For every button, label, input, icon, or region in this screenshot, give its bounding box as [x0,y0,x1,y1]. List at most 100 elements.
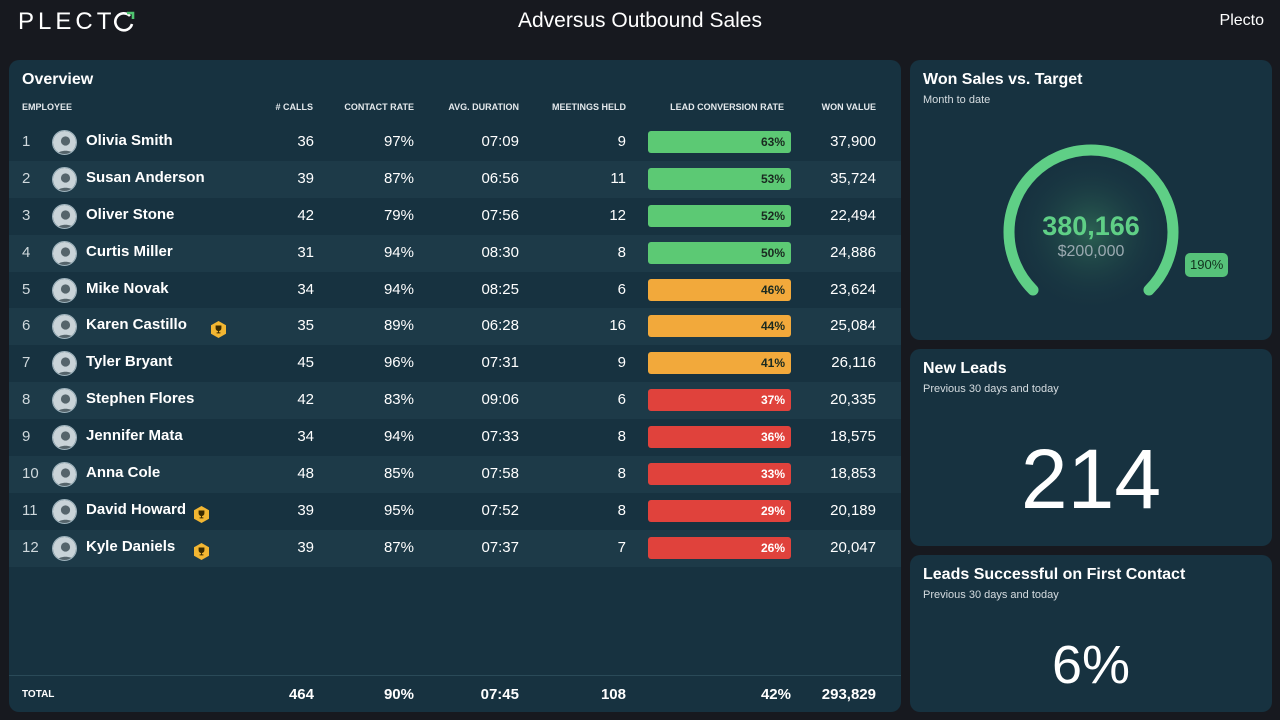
table-row[interactable]: 8 Stephen Flores 42 83% 09:06 6 37% 20,335 [9,382,901,420]
gauge-fill [1003,144,1179,296]
won-sales-value: 380,166 [1042,211,1140,241]
row-rank: 9 [22,428,31,446]
first-contact-panel: Leads Successful on First Contact Previo… [910,555,1272,712]
row-rank: 4 [22,243,31,261]
row-won-value: 26,116 [831,354,876,372]
row-avg-duration: 06:28 [481,317,519,335]
employee-name[interactable]: Curtis Miller [86,242,173,260]
total-avg-duration: 07:45 [480,686,519,703]
row-avg-duration: 07:52 [481,501,519,519]
plecto-logo[interactable]: PLECT [18,8,135,36]
trophy-icon [192,539,211,560]
row-meetings-held: 6 [617,280,626,298]
table-row[interactable]: 1 Olivia Smith 36 97% 07:09 9 63% 37,900 [9,124,901,161]
col-employee: EMPLOYEE [22,102,73,112]
table-row[interactable]: 10 Anna Cole 48 85% 07:58 8 33% 18,853 [9,456,901,493]
employee-name[interactable]: Jennifer Mata [86,427,183,445]
row-won-value: 35,724 [830,169,876,187]
dashboard-title: Adversus Outbound Sales [518,9,762,32]
new-leads-value: 214 [1020,432,1162,526]
table-body: 1 Olivia Smith 36 97% 07:09 9 63% 37,900 2 Susan … [9,124,901,567]
employee-name[interactable]: Tyler Bryant [86,353,173,371]
account-name[interactable]: Plecto [1219,12,1264,29]
row-contact-rate: 89% [383,317,414,335]
row-avg-duration: 07:58 [481,465,519,483]
total-won-value: 293,829 [821,686,876,703]
employee-name[interactable]: Anna Cole [86,464,161,482]
conversion-rate-bar: 63% [648,131,791,153]
row-won-value: 23,624 [830,280,876,298]
row-rank: 1 [22,133,31,150]
table-row[interactable]: 11 David Howard 39 95% 07:52 8 29% 20,189 [9,493,901,530]
employee-avatar [52,314,77,340]
row-contact-rate: 87% [383,538,414,556]
row-meetings-held: 11 [610,169,626,187]
row-calls: 42 [297,391,314,409]
col-lead-conversion: LEAD CONVERSION RATE [670,102,784,112]
row-rank: 12 [22,538,39,556]
conversion-rate-bar: 33% [648,463,791,486]
row-calls: 34 [297,280,314,298]
table-row[interactable]: 4 Curtis Miller 31 94% 08:30 8 50% 24,886 [9,234,901,272]
row-contact-rate: 79% [383,206,414,224]
new-leads-title: New Leads [923,360,1007,377]
employee-name[interactable]: Olivia Smith [86,132,173,149]
row-meetings-held: 9 [617,133,626,150]
employee-name[interactable]: Mike Novak [86,279,169,297]
row-avg-duration: 07:33 [481,428,519,446]
won-sales-target: $200,000 [1057,243,1125,260]
new-leads-subtitle: Previous 30 days and today [923,383,1059,395]
table-row[interactable]: 2 Susan Anderson 39 87% 06:56 11 53% 35,724 [9,160,901,198]
won-sales-panel: Won Sales vs. Target Month to date 380,1… [910,60,1272,340]
row-calls: 42 [297,206,314,224]
row-avg-duration: 09:06 [481,391,519,409]
table-row[interactable]: 3 Oliver Stone 42 79% 07:56 12 52% 22,494 [9,198,901,235]
employee-avatar [52,130,77,155]
table-row[interactable]: 7 Tyler Bryant 45 96% 07:31 9 41% 26,116 [9,345,901,382]
table-row[interactable]: 5 Mike Novak 34 94% 08:25 6 46% 23,624 [9,272,901,309]
table-row[interactable]: 9 Jennifer Mata 34 94% 07:33 8 36% 18,575 [9,419,901,456]
row-won-value: 20,189 [830,501,876,519]
overview-panel: Overview EMPLOYEE # CALLS CONTACT RATE A… [9,60,901,712]
row-won-value: 25,084 [830,317,876,335]
total-conversion: 42% [760,686,791,703]
row-rank: 8 [22,391,31,409]
total-contact-rate: 90% [383,686,414,703]
row-avg-duration: 08:25 [481,280,519,298]
employee-name[interactable]: David Howard [86,500,187,518]
employee-name[interactable]: Kyle Daniels [86,537,176,555]
row-calls: 48 [297,465,314,483]
row-meetings-held: 16 [609,317,626,335]
conversion-rate-bar: 41% [648,352,791,375]
col-contact-rate: CONTACT RATE [344,102,414,112]
row-calls: 45 [297,354,314,372]
conversion-rate-bar: 37% [648,389,791,412]
first-contact-title: Leads Successful on First Contact [923,566,1186,583]
total-label: TOTAL [22,689,55,700]
won-sales-title: Won Sales vs. Target [923,71,1083,88]
employee-avatar [52,351,77,377]
row-rank: 10 [22,465,39,483]
row-meetings-held: 8 [617,428,626,446]
total-meetings: 108 [600,686,626,703]
trophy-icon [192,502,211,523]
employee-name[interactable]: Karen Castillo [86,316,187,334]
row-won-value: 20,047 [830,538,876,556]
row-won-value: 20,335 [830,391,876,409]
employee-name[interactable]: Oliver Stone [86,205,175,223]
row-meetings-held: 8 [617,501,626,519]
table-row[interactable]: 12 Kyle Daniels 39 87% 07:37 7 26% 20,047 [9,529,901,567]
row-calls: 35 [297,317,314,335]
employee-name[interactable]: Susan Anderson [86,168,205,186]
top-bar: PLECT Adversus Outbound Sales Plecto [0,0,1280,46]
logo-o-icon [114,11,135,32]
row-calls: 39 [297,538,314,556]
row-meetings-held: 9 [617,354,626,372]
employee-name[interactable]: Stephen Flores [86,390,195,408]
employee-avatar [52,277,77,303]
row-meetings-held: 8 [617,465,626,483]
logo-text: PLECT [18,8,116,35]
row-won-value: 22,494 [830,206,876,224]
table-row[interactable]: 6 Karen Castillo 35 89% 06:28 16 44% 25,084 [9,308,901,346]
row-rank: 11 [22,501,38,519]
